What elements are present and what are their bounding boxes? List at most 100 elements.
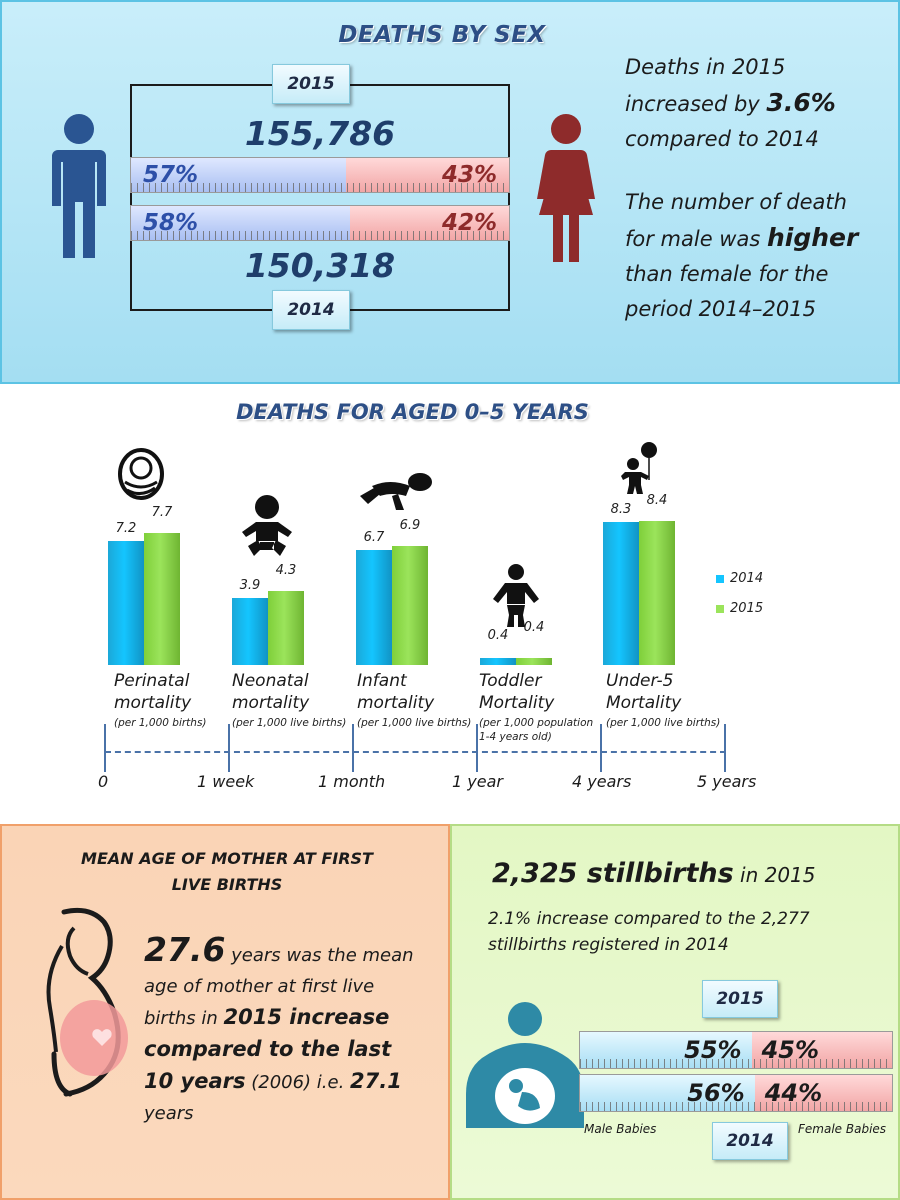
- male-pct-sb-2014: 56%: [687, 1079, 745, 1107]
- ruler-ticks: [131, 231, 509, 240]
- text-line: compared to 2014: [625, 127, 819, 151]
- year-2015-badge: 2015: [272, 64, 350, 104]
- text-line: period 2014–2015: [625, 297, 816, 321]
- age-axis-label: 1 month: [318, 772, 386, 791]
- swaddled-baby-icon: [118, 448, 164, 500]
- legend-2014: 2014: [716, 571, 763, 586]
- age-axis-tick: [228, 724, 230, 772]
- age-axis-tick: [600, 724, 602, 772]
- category-label-4: Under-5 Mortality: [606, 670, 681, 714]
- legend-swatch-2015: [716, 604, 724, 613]
- text-part: for male was: [625, 227, 767, 251]
- category-note-line: (per 1,000 live births): [606, 717, 721, 729]
- bar-2015-4: [639, 520, 675, 665]
- ruler-ticks: [580, 1102, 892, 1111]
- ruler-ticks: [131, 183, 509, 192]
- prev-age-value: 27.1: [350, 1069, 402, 1093]
- stillbirth-year-2015-badge: 2015: [702, 980, 778, 1018]
- age-axis-label: 1 week: [197, 772, 255, 791]
- data-label-2015-1: 4.3: [275, 563, 297, 579]
- legend-label-2014: 2014: [730, 571, 764, 586]
- category-label-2: Infant mortality: [357, 670, 434, 714]
- text-part: years: [144, 1103, 194, 1124]
- age-axis-line: [105, 751, 726, 753]
- data-label-2014-3: 0.4: [487, 628, 509, 644]
- bar-2015-0: [144, 532, 180, 665]
- female-figure-icon: [537, 114, 595, 262]
- data-label-2015-3: 0.4: [523, 620, 545, 636]
- bar-2015-1: [268, 591, 304, 665]
- category-note-3: (per 1,000 population 1-4 years old): [479, 716, 593, 744]
- category-label-line: Mortality: [606, 693, 682, 713]
- data-label-2014-0: 7.2: [115, 521, 137, 537]
- age-axis-label: 0: [98, 772, 109, 791]
- data-label-2014-4: 8.3: [610, 502, 632, 518]
- category-note-2: (per 1,000 live births): [357, 716, 471, 730]
- text-line: Deaths in 2015: [625, 55, 786, 79]
- stillbirth-count-text: 2,325 stillbirths in 2015: [492, 858, 816, 889]
- category-note-line: (per 1,000 live births): [357, 717, 472, 729]
- category-label-line: Perinatal: [114, 671, 190, 691]
- category-label-0: Perinatal mortality: [114, 670, 191, 714]
- bar-2014-4: [603, 522, 639, 665]
- data-label-2014-2: 6.7: [363, 529, 385, 545]
- stillbirth-year-2014-badge: 2014: [712, 1122, 788, 1160]
- male-pct-2014: 58%: [143, 210, 199, 236]
- mean-age-value: 27.6: [144, 930, 226, 969]
- female-pct-sb-2015: 45%: [761, 1036, 820, 1064]
- stillbirth-increase-text: 2.1% increase compared to the 2,277 stil…: [488, 906, 868, 958]
- female-pct-2014: 42%: [441, 210, 497, 236]
- text-part: years was the mean age of mother at firs…: [144, 945, 414, 1029]
- male-pct-sb-2015: 55%: [684, 1036, 742, 1064]
- category-label-line: mortality: [114, 693, 192, 713]
- age-axis-label: 1 year: [452, 772, 503, 791]
- child-with-balloon-icon: [621, 442, 657, 494]
- bar-2015-2: [392, 546, 428, 665]
- data-label-2014-1: 3.9: [239, 577, 261, 593]
- text-line: increased by 3.6%: [625, 85, 895, 122]
- data-label-2015-0: 7.7: [151, 504, 173, 520]
- mother-age-panel: MEAN AGE OF MOTHER AT FIRST LIVE BIRTHS …: [0, 824, 450, 1200]
- category-label-line: mortality: [232, 693, 310, 713]
- sitting-baby-icon: [242, 495, 292, 556]
- category-note-line: (per 1,000 live births): [232, 717, 347, 729]
- age-axis-tick: [352, 724, 354, 772]
- bar-2015-3: [516, 658, 552, 665]
- mother-age-text: 27.6 years was the mean age of mother at…: [144, 933, 424, 1129]
- category-label-line: Toddler: [479, 671, 542, 691]
- stillbirth-ratio-bar-2014: 56% 44%: [579, 1074, 893, 1112]
- deaths-increase-text: Deaths in 2015 increased by 3.6% compare…: [625, 50, 895, 157]
- text-part: increased by: [625, 92, 767, 116]
- female-babies-caption: Female Babies: [798, 1122, 887, 1136]
- text-part: (2006) i.e.: [245, 1072, 351, 1093]
- ruler-ticks: [580, 1059, 892, 1068]
- male-pct-2015: 57%: [143, 162, 199, 188]
- category-note-line: (per 1,000 births): [114, 717, 207, 729]
- category-label-1: Neonatal mortality: [232, 670, 309, 714]
- category-label-line: Neonatal: [232, 671, 309, 691]
- age-axis-tick: [476, 724, 478, 772]
- category-label-line: Under-5: [606, 671, 674, 691]
- text-line: than female for the: [625, 262, 829, 286]
- category-note-1: (per 1,000 live births): [232, 716, 346, 730]
- category-note-0: (per 1,000 births): [114, 716, 207, 730]
- year-2014-badge: 2014: [272, 290, 350, 330]
- age-axis-label: 4 years: [572, 772, 632, 791]
- bar-2014-1: [232, 597, 268, 665]
- data-label-2015-4: 8.4: [646, 492, 668, 508]
- text-part: in 2015: [733, 863, 816, 887]
- total-deaths-2014: 150,318: [244, 246, 396, 285]
- stillbirths-panel: 2,325 stillbirths in 2015 2.1% increase …: [450, 824, 900, 1200]
- age-axis-tick: [104, 724, 106, 772]
- toddler-icon: [493, 564, 539, 627]
- category-label-line: Mortality: [479, 693, 555, 713]
- higher-word: higher: [766, 223, 859, 252]
- pregnant-mother-icon: [466, 1002, 584, 1128]
- category-label-3: Toddler Mortality: [479, 670, 554, 714]
- bar-2014-0: [108, 541, 144, 665]
- age-axis-label: 5 years: [697, 772, 757, 791]
- female-pct-2015: 43%: [441, 162, 497, 188]
- sex-ratio-bar-2014: 58% 42%: [130, 205, 510, 241]
- stillbirth-count: 2,325 stillbirths: [492, 858, 734, 889]
